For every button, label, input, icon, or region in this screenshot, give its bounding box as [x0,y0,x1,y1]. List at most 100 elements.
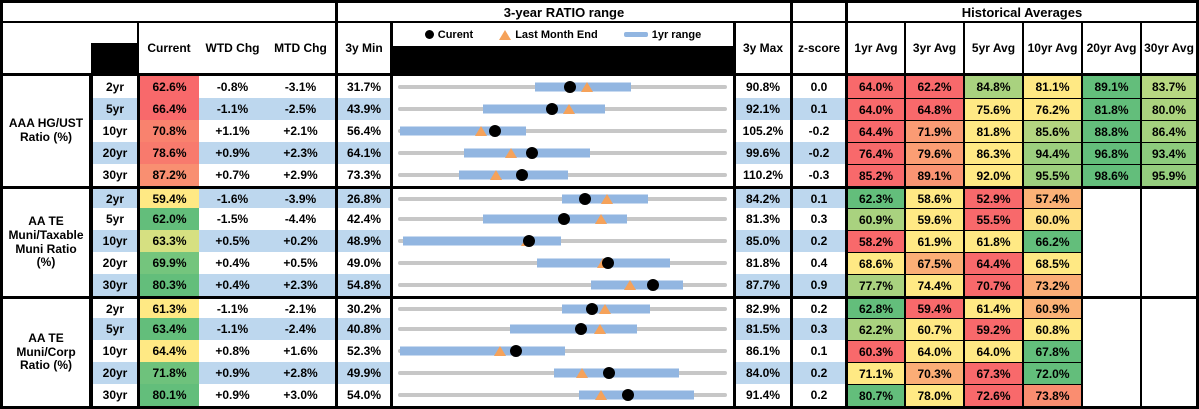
cell-3y-max[interactable]: 87.7% [733,274,790,296]
cell-avg[interactable]: 60.7% [904,318,963,340]
cell-current[interactable]: 62.0% [137,208,199,230]
cell-avg[interactable]: 81.8% [1081,98,1140,120]
cell-avg[interactable]: 60.3% [845,340,904,362]
cell-mtd-chg[interactable]: -4.4% [266,208,335,230]
cell-tenor[interactable]: 20yr [91,142,137,164]
cell-avg[interactable]: 55.5% [963,208,1022,230]
group-label[interactable]: AAA HG/UST Ratio (%) [3,76,91,186]
cell-wtd-chg[interactable]: -1.1% [199,318,266,340]
cell-zscore[interactable]: 0.2 [790,362,845,384]
cell-current[interactable]: 70.8% [137,120,199,142]
avg-col-header-10yr-avg[interactable]: 10yr Avg [1022,23,1081,76]
cell-3y-min[interactable]: 49.9% [335,362,390,384]
cell-avg[interactable]: 64.0% [963,340,1022,362]
cell-avg-empty[interactable] [1081,296,1140,406]
cell-avg[interactable]: 62.8% [845,296,904,318]
cell-wtd-chg[interactable]: +0.4% [199,252,266,274]
cell-avg[interactable]: 80.7% [845,384,904,406]
cell-3y-min[interactable]: 52.3% [335,340,390,362]
cell-avg[interactable]: 59.6% [904,208,963,230]
cell-avg[interactable]: 58.6% [904,186,963,208]
3y-min-col-header[interactable]: 3y Min [335,23,390,76]
cell-wtd-chg[interactable]: +0.7% [199,164,266,186]
cell-3y-max[interactable]: 85.0% [733,230,790,252]
cell-avg[interactable]: 73.2% [1022,274,1081,296]
zscore-col-header[interactable]: z-score [790,23,845,76]
avg-col-header-3yr-avg[interactable]: 3yr Avg [904,23,963,76]
cell-3y-max[interactable]: 81.8% [733,252,790,274]
cell-3y-min[interactable]: 56.4% [335,120,390,142]
cell-avg[interactable]: 64.4% [845,120,904,142]
3y-max-col-header[interactable]: 3y Max [733,23,790,76]
cell-avg[interactable]: 60.8% [1022,318,1081,340]
cell-tenor[interactable]: 5yr [91,318,137,340]
cell-mtd-chg[interactable]: +2.9% [266,164,335,186]
cell-tenor[interactable]: 10yr [91,120,137,142]
cell-mtd-chg[interactable]: +2.8% [266,362,335,384]
cell-avg[interactable]: 68.6% [845,252,904,274]
cell-zscore[interactable]: -0.2 [790,120,845,142]
cell-3y-max[interactable]: 84.0% [733,362,790,384]
cell-wtd-chg[interactable]: -1.1% [199,296,266,318]
cell-avg[interactable]: 61.8% [963,230,1022,252]
cell-3y-max[interactable]: 81.5% [733,318,790,340]
cell-current[interactable]: 62.6% [137,76,199,98]
cell-avg[interactable]: 94.4% [1022,142,1081,164]
cell-3y-min[interactable]: 40.8% [335,318,390,340]
cell-3y-max[interactable]: 90.8% [733,76,790,98]
cell-avg[interactable]: 73.8% [1022,384,1081,406]
cell-avg[interactable]: 80.0% [1140,98,1196,120]
cell-avg[interactable]: 60.9% [1022,296,1081,318]
cell-avg[interactable]: 52.9% [963,186,1022,208]
cell-avg[interactable]: 62.3% [845,186,904,208]
cell-avg[interactable]: 64.0% [845,76,904,98]
cell-avg[interactable]: 76.4% [845,142,904,164]
cell-tenor[interactable]: 20yr [91,252,137,274]
avg-col-header-1yr-avg[interactable]: 1yr Avg [845,23,904,76]
cell-3y-min[interactable]: 43.9% [335,98,390,120]
cell-avg[interactable]: 64.0% [904,340,963,362]
cell-current[interactable]: 80.3% [137,274,199,296]
cell-avg[interactable]: 62.2% [845,318,904,340]
cell-tenor[interactable]: 30yr [91,384,137,406]
cell-zscore[interactable]: 0.1 [790,186,845,208]
cell-3y-max[interactable]: 99.6% [733,142,790,164]
cell-mtd-chg[interactable]: -3.1% [266,76,335,98]
cell-avg[interactable]: 93.4% [1140,142,1196,164]
cell-avg[interactable]: 95.5% [1022,164,1081,186]
cell-tenor[interactable]: 2yr [91,76,137,98]
cell-3y-min[interactable]: 64.1% [335,142,390,164]
cell-wtd-chg[interactable]: +0.5% [199,230,266,252]
cell-avg[interactable]: 71.1% [845,362,904,384]
cell-zscore[interactable]: 0.9 [790,274,845,296]
cell-zscore[interactable]: -0.3 [790,164,845,186]
cell-mtd-chg[interactable]: +3.0% [266,384,335,406]
cell-zscore[interactable]: 0.4 [790,252,845,274]
cell-avg[interactable]: 66.2% [1022,230,1081,252]
cell-avg[interactable]: 77.7% [845,274,904,296]
cell-zscore[interactable]: 0.0 [790,76,845,98]
cell-wtd-chg[interactable]: -1.1% [199,98,266,120]
cell-mtd-chg[interactable]: -3.9% [266,186,335,208]
avg-col-header-20yr-avg[interactable]: 20yr Avg [1081,23,1140,76]
cell-zscore[interactable]: 0.2 [790,296,845,318]
cell-3y-min[interactable]: 31.7% [335,76,390,98]
cell-mtd-chg[interactable]: +0.5% [266,252,335,274]
cell-avg[interactable]: 60.9% [845,208,904,230]
cell-avg[interactable]: 70.3% [904,362,963,384]
cell-3y-max[interactable]: 81.3% [733,208,790,230]
cell-avg-empty[interactable] [1140,186,1196,296]
cell-mtd-chg[interactable]: +2.1% [266,120,335,142]
cell-current[interactable]: 87.2% [137,164,199,186]
cell-current[interactable]: 64.4% [137,340,199,362]
cell-wtd-chg[interactable]: -0.8% [199,76,266,98]
cell-mtd-chg[interactable]: -2.1% [266,296,335,318]
cell-3y-max[interactable]: 91.4% [733,384,790,406]
cell-avg-empty[interactable] [1140,296,1196,406]
cell-3y-max[interactable]: 86.1% [733,340,790,362]
cell-current[interactable]: 78.6% [137,142,199,164]
cell-tenor[interactable]: 2yr [91,186,137,208]
cell-current[interactable]: 59.4% [137,186,199,208]
cell-avg[interactable]: 72.0% [1022,362,1081,384]
cell-current[interactable]: 66.4% [137,98,199,120]
